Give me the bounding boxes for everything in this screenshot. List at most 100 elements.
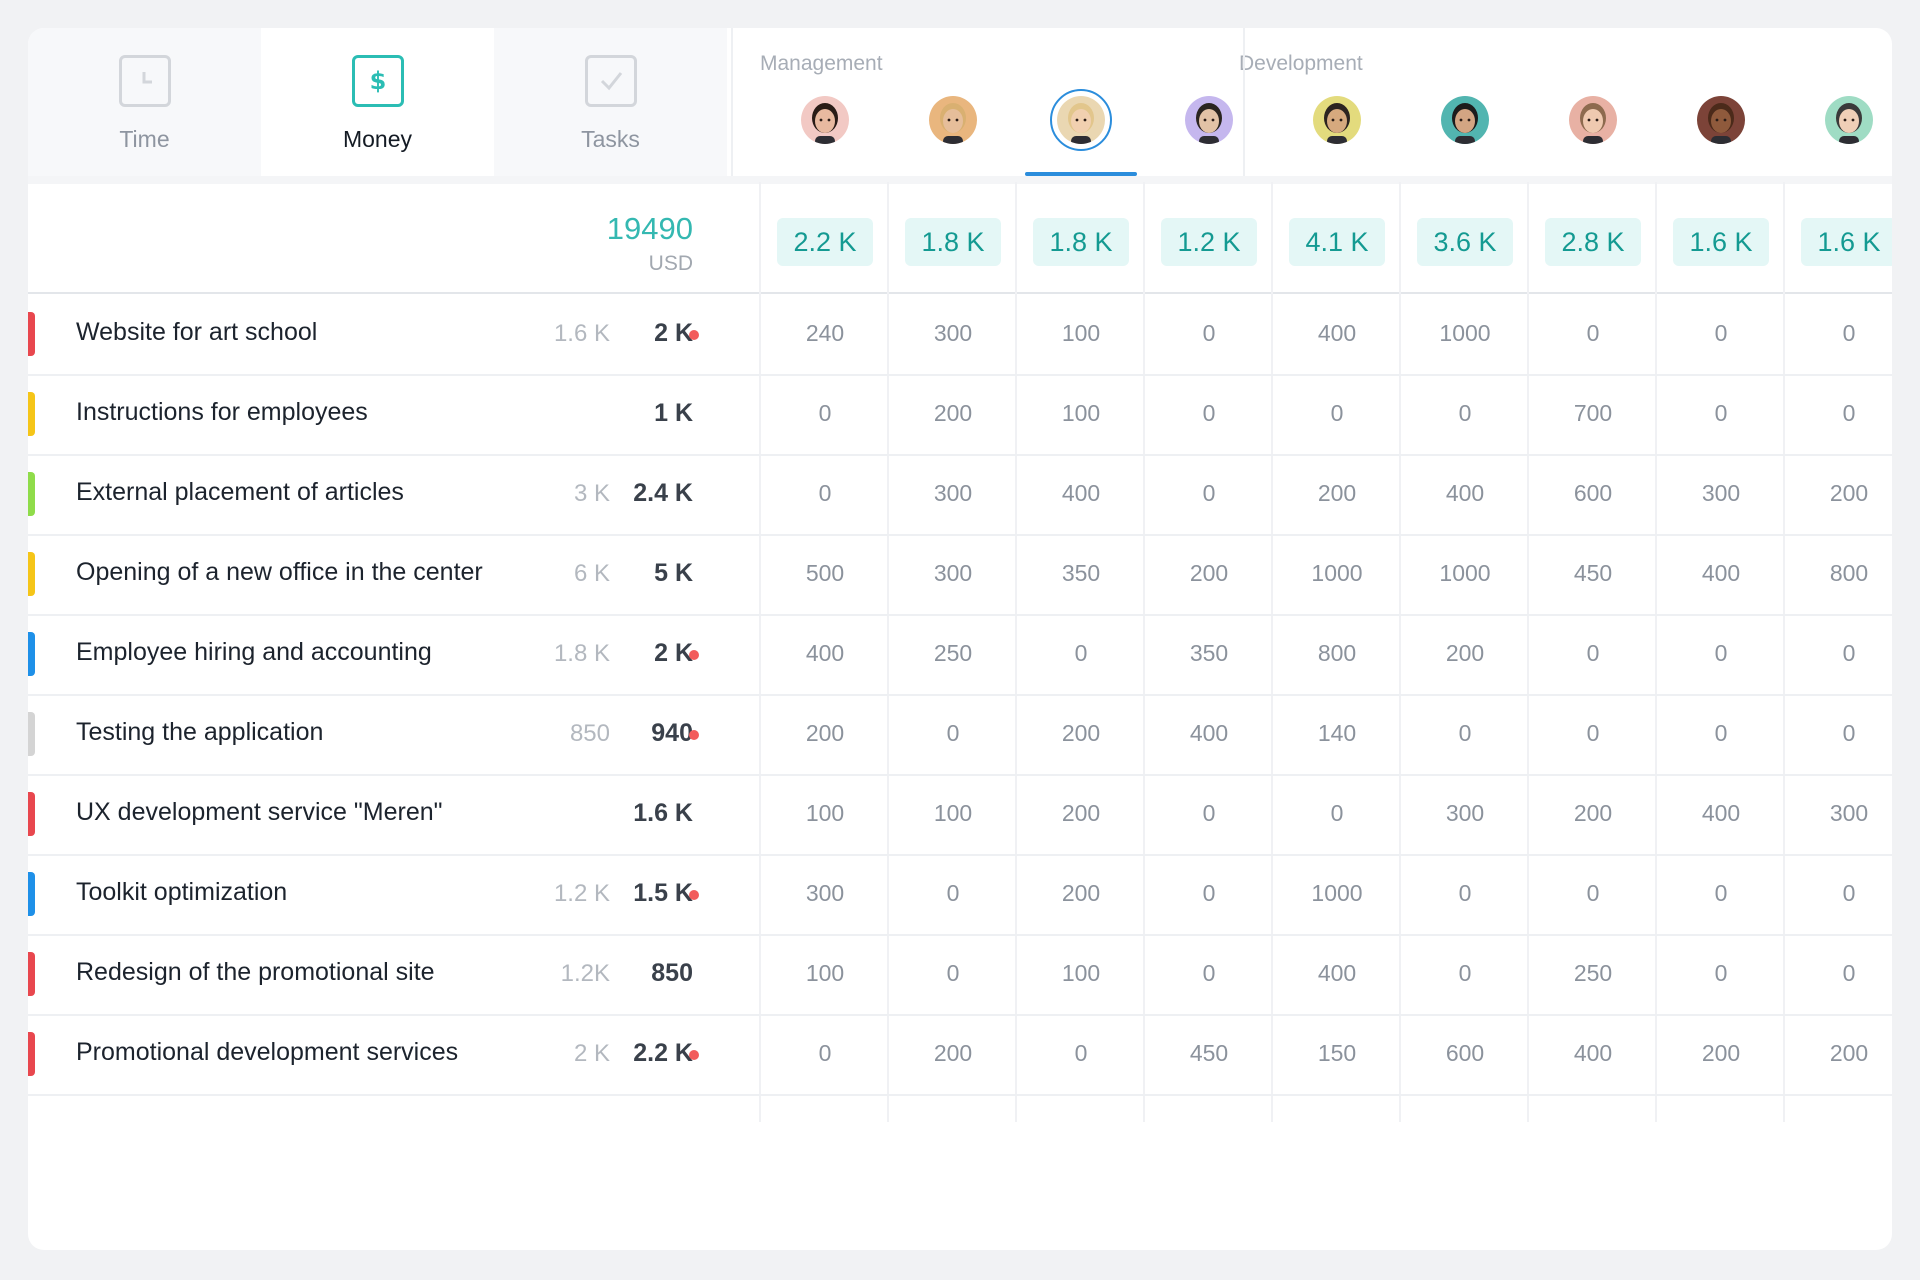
table-row[interactable]: Opening of a new office in the center 6 K… <box>28 534 1892 616</box>
member-amount-cell[interactable]: 250 <box>933 640 973 666</box>
member-amount-cell[interactable]: 100 <box>1061 960 1101 986</box>
member-amount-cell[interactable]: 0 <box>1842 640 1856 666</box>
member-amount-cell[interactable]: 0 <box>1842 880 1856 906</box>
tab-time[interactable]: Time <box>28 28 261 178</box>
member-amount-cell[interactable]: 400 <box>1701 560 1741 586</box>
member-amount-cell[interactable]: 200 <box>1061 720 1101 746</box>
member-amount-cell[interactable]: 200 <box>1573 800 1613 826</box>
member-amount-cell[interactable]: 0 <box>946 960 960 986</box>
member-amount-cell[interactable]: 0 <box>1586 720 1600 746</box>
table-row[interactable]: UX development service "Meren" 1.6 K 100 10… <box>28 774 1892 856</box>
member-amount-cell[interactable]: 800 <box>1829 560 1869 586</box>
member-amount-cell[interactable]: 450 <box>1573 560 1613 586</box>
member-amount-cell[interactable]: 0 <box>1714 720 1728 746</box>
table-row[interactable]: Employee hiring and accounting 1.8 K 2 K 40… <box>28 614 1892 696</box>
member-amount-cell[interactable]: 400 <box>1701 800 1741 826</box>
table-row[interactable]: Redesign of the promotional site 1.2K 850 1… <box>28 934 1892 1016</box>
tab-money[interactable]: $ Money <box>261 28 494 178</box>
member-amount-cell[interactable]: 300 <box>1445 800 1485 826</box>
member-amount-cell[interactable]: 700 <box>1573 400 1613 426</box>
table-row[interactable]: External placement of articles 3 K 2.4 K 0 3… <box>28 454 1892 536</box>
member-amount-cell[interactable]: 400 <box>1317 960 1357 986</box>
member-amount-cell[interactable]: 0 <box>1202 480 1216 506</box>
member-amount-cell[interactable]: 1000 <box>1439 320 1491 346</box>
member-amount-cell[interactable]: 600 <box>1573 480 1613 506</box>
member-amount-cell[interactable]: 0 <box>1586 880 1600 906</box>
member-amount-cell[interactable]: 0 <box>1330 800 1344 826</box>
member-amount-cell[interactable]: 200 <box>805 720 845 746</box>
member-amount-cell[interactable]: 0 <box>818 480 832 506</box>
member-amount-cell[interactable]: 100 <box>933 800 973 826</box>
table-row[interactable]: Testing the application 850 940 200 0 200 400 1… <box>28 694 1892 776</box>
member-amount-cell[interactable]: 200 <box>933 400 973 426</box>
member-amount-cell[interactable]: 200 <box>1445 640 1485 666</box>
member-amount-cell[interactable]: 200 <box>1189 560 1229 586</box>
member-amount-cell[interactable]: 0 <box>1458 960 1472 986</box>
member-amount-cell[interactable]: 250 <box>1573 960 1613 986</box>
member-avatar[interactable] <box>801 96 849 144</box>
member-avatar[interactable] <box>929 96 977 144</box>
member-amount-cell[interactable]: 0 <box>1714 960 1728 986</box>
member-amount-cell[interactable]: 100 <box>805 800 845 826</box>
member-avatar[interactable] <box>1313 96 1361 144</box>
member-amount-cell[interactable]: 0 <box>1842 960 1856 986</box>
member-avatar[interactable] <box>1185 96 1233 144</box>
member-amount-cell[interactable]: 0 <box>1842 720 1856 746</box>
member-avatar[interactable] <box>1825 96 1873 144</box>
member-amount-cell[interactable]: 200 <box>1317 480 1357 506</box>
member-amount-cell[interactable]: 200 <box>1829 480 1869 506</box>
member-amount-cell[interactable]: 200 <box>1061 800 1101 826</box>
member-amount-cell[interactable]: 0 <box>1202 880 1216 906</box>
member-amount-cell[interactable]: 300 <box>1701 480 1741 506</box>
member-amount-cell[interactable]: 0 <box>1458 400 1472 426</box>
member-amount-cell[interactable]: 500 <box>805 560 845 586</box>
member-amount-cell[interactable]: 400 <box>1189 720 1229 746</box>
member-avatar[interactable] <box>1569 96 1617 144</box>
member-amount-cell[interactable]: 450 <box>1189 1040 1229 1066</box>
member-amount-cell[interactable]: 0 <box>1202 960 1216 986</box>
member-amount-cell[interactable]: 200 <box>1829 1040 1869 1066</box>
member-amount-cell[interactable]: 1000 <box>1439 560 1491 586</box>
member-amount-cell[interactable]: 400 <box>1317 320 1357 346</box>
member-amount-cell[interactable]: 350 <box>1061 560 1101 586</box>
member-amount-cell[interactable]: 400 <box>1061 480 1101 506</box>
member-amount-cell[interactable]: 0 <box>1202 320 1216 346</box>
member-amount-cell[interactable]: 0 <box>1842 400 1856 426</box>
member-amount-cell[interactable]: 600 <box>1445 1040 1485 1066</box>
member-avatar[interactable] <box>1697 96 1745 144</box>
member-amount-cell[interactable]: 0 <box>1586 320 1600 346</box>
member-amount-cell[interactable]: 200 <box>933 1040 973 1066</box>
member-amount-cell[interactable]: 400 <box>1445 480 1485 506</box>
member-amount-cell[interactable]: 0 <box>1714 880 1728 906</box>
member-amount-cell[interactable]: 0 <box>946 880 960 906</box>
member-amount-cell[interactable]: 0 <box>1458 880 1472 906</box>
member-amount-cell[interactable]: 300 <box>933 320 973 346</box>
member-amount-cell[interactable]: 140 <box>1317 720 1357 746</box>
member-amount-cell[interactable]: 0 <box>1202 400 1216 426</box>
member-amount-cell[interactable]: 0 <box>1714 400 1728 426</box>
member-amount-cell[interactable]: 300 <box>933 560 973 586</box>
member-amount-cell[interactable]: 300 <box>805 880 845 906</box>
table-row[interactable]: Instructions for employees 1 K 0 200 100 0 0 0 7… <box>28 374 1892 456</box>
member-amount-cell[interactable]: 150 <box>1317 1040 1357 1066</box>
member-amount-cell[interactable]: 1000 <box>1311 560 1363 586</box>
table-row[interactable]: Promotional development services 2 K 2.2 K… <box>28 1014 1892 1096</box>
member-amount-cell[interactable]: 0 <box>1714 320 1728 346</box>
member-amount-cell[interactable]: 300 <box>933 480 973 506</box>
member-amount-cell[interactable]: 100 <box>1061 320 1101 346</box>
member-amount-cell[interactable]: 400 <box>1573 1040 1613 1066</box>
member-amount-cell[interactable]: 240 <box>805 320 845 346</box>
member-amount-cell[interactable]: 100 <box>1061 400 1101 426</box>
table-row[interactable]: Toolkit optimization 1.2 K 1.5 K 300 0 200 0 10… <box>28 854 1892 936</box>
member-amount-cell[interactable]: 200 <box>1701 1040 1741 1066</box>
member-amount-cell[interactable]: 800 <box>1317 640 1357 666</box>
member-amount-cell[interactable]: 350 <box>1189 640 1229 666</box>
member-avatar[interactable] <box>1441 96 1489 144</box>
member-amount-cell[interactable]: 300 <box>1829 800 1869 826</box>
member-amount-cell[interactable]: 100 <box>805 960 845 986</box>
member-amount-cell[interactable]: 0 <box>1842 320 1856 346</box>
member-amount-cell[interactable]: 0 <box>1074 1040 1088 1066</box>
member-amount-cell[interactable]: 0 <box>1330 400 1344 426</box>
member-amount-cell[interactable]: 0 <box>818 400 832 426</box>
member-amount-cell[interactable]: 0 <box>1202 800 1216 826</box>
